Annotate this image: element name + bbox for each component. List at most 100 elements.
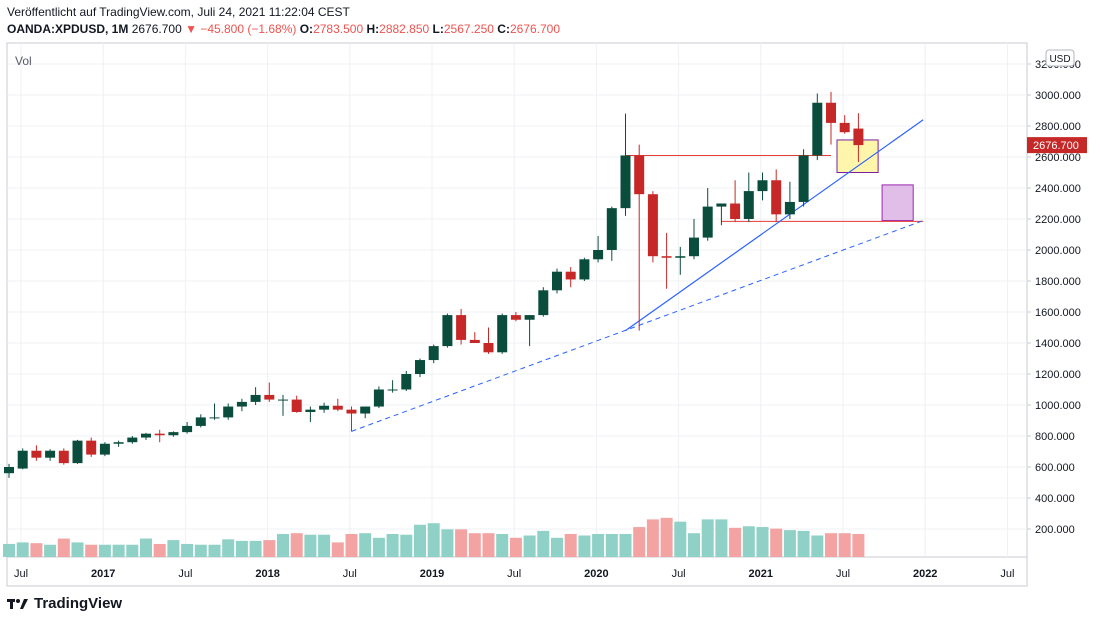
last-price-marker-label: 2676.700	[1033, 140, 1079, 152]
candle-body	[291, 399, 302, 412]
candle-body	[620, 155, 631, 209]
y-tick-label: 2600.000	[1035, 152, 1081, 164]
price-change: ▼ −45.800 (−1.68%)	[185, 22, 297, 36]
candle-body	[141, 433, 151, 438]
volume-bar	[578, 535, 591, 557]
volume-bar	[564, 533, 577, 557]
candle-body	[72, 440, 83, 464]
y-tick-label: 1600.000	[1035, 307, 1081, 319]
volume-bar	[605, 533, 618, 557]
candle-body	[415, 360, 425, 374]
candle-body	[510, 315, 521, 320]
volume-bar	[3, 543, 15, 557]
candle-body	[305, 409, 316, 412]
candle-body	[236, 401, 247, 407]
low-value: 2567.250	[443, 22, 494, 36]
volume-bar	[811, 535, 824, 557]
target-box-purple	[881, 184, 914, 222]
candle-body	[469, 339, 480, 343]
volume-bar	[729, 527, 742, 557]
volume-bar	[318, 534, 331, 557]
y-tick-label: 2000.000	[1035, 245, 1081, 257]
high-value: 2882.850	[379, 22, 430, 36]
candle-body	[127, 437, 138, 443]
volume-bar	[222, 539, 235, 557]
x-tick-label: 2017	[91, 568, 115, 580]
volume-bar	[400, 534, 413, 557]
candle-body	[319, 405, 330, 410]
candle-body	[826, 102, 836, 123]
candle-body	[387, 389, 398, 391]
trendline-solid	[625, 119, 924, 332]
candle-body	[771, 180, 782, 215]
candle-body	[552, 271, 562, 291]
volume-bar	[715, 519, 728, 557]
x-tick-label: 2020	[584, 568, 608, 580]
volume-bar	[263, 540, 276, 557]
high-label: H:	[366, 22, 380, 36]
candle-body	[428, 346, 439, 361]
candle-body	[661, 256, 672, 258]
volume-bar	[551, 537, 563, 557]
candle-body	[223, 406, 234, 418]
volume-bar	[468, 533, 481, 557]
volume-bar	[57, 538, 70, 557]
candle-body	[45, 450, 56, 458]
x-tick-label: Jul	[507, 568, 521, 580]
volume-bar	[126, 544, 139, 557]
candle-body	[497, 315, 508, 353]
volume-bar	[277, 533, 289, 557]
candle-body	[113, 442, 124, 444]
volume-bar	[372, 537, 385, 557]
candle-body	[86, 440, 97, 455]
volume-bar	[441, 529, 454, 557]
candle-body	[4, 467, 14, 474]
volume-bar	[249, 540, 262, 557]
candle-body	[182, 425, 193, 433]
volume-bar	[153, 543, 166, 557]
candle-body	[373, 389, 384, 407]
volume-bar	[112, 544, 125, 557]
y-tick-label: 200.000	[1035, 524, 1075, 536]
volume-bar	[688, 533, 700, 557]
publish-info: Veröffentlicht auf TradingView.com, Juli…	[7, 5, 350, 19]
tradingview-logo-icon	[7, 598, 28, 609]
candle-body	[31, 450, 42, 458]
volume-bar	[345, 533, 358, 557]
candle-body	[579, 259, 590, 280]
trendline-dashed	[351, 220, 924, 432]
candle-body	[606, 208, 617, 250]
volume-bar	[646, 519, 659, 557]
candle-body	[346, 409, 357, 414]
candle-body	[524, 315, 535, 320]
candle-body	[798, 155, 809, 202]
x-tick-label: 2019	[420, 568, 444, 580]
volume-bar	[16, 542, 29, 557]
x-tick-label: Jul	[178, 568, 192, 580]
candle-body	[702, 206, 713, 238]
volume-bar	[181, 543, 194, 557]
volume-bar	[674, 521, 687, 557]
volume-bar	[523, 535, 536, 557]
candle-body	[195, 417, 206, 426]
candle-body	[99, 443, 110, 455]
volume-bar	[825, 533, 837, 557]
candle-body	[538, 290, 549, 316]
plot-frame	[6, 42, 1028, 587]
currency-badge	[1045, 49, 1075, 67]
volume-bar	[290, 533, 303, 557]
close-value: 2676.700	[509, 22, 561, 36]
volume-bar	[304, 534, 317, 557]
volume-bar	[427, 523, 440, 557]
x-tick-label: Jul	[343, 568, 357, 580]
volume-bar	[509, 537, 522, 557]
volume-bar	[167, 540, 180, 557]
volume-bar	[770, 528, 783, 557]
x-tick-label: 2018	[255, 568, 279, 580]
volume-bar	[455, 529, 468, 557]
candle-body	[264, 394, 275, 400]
last-price-marker	[1027, 137, 1087, 154]
footer-brand: TradingView	[7, 595, 122, 612]
x-tick-label: Jul	[836, 568, 850, 580]
